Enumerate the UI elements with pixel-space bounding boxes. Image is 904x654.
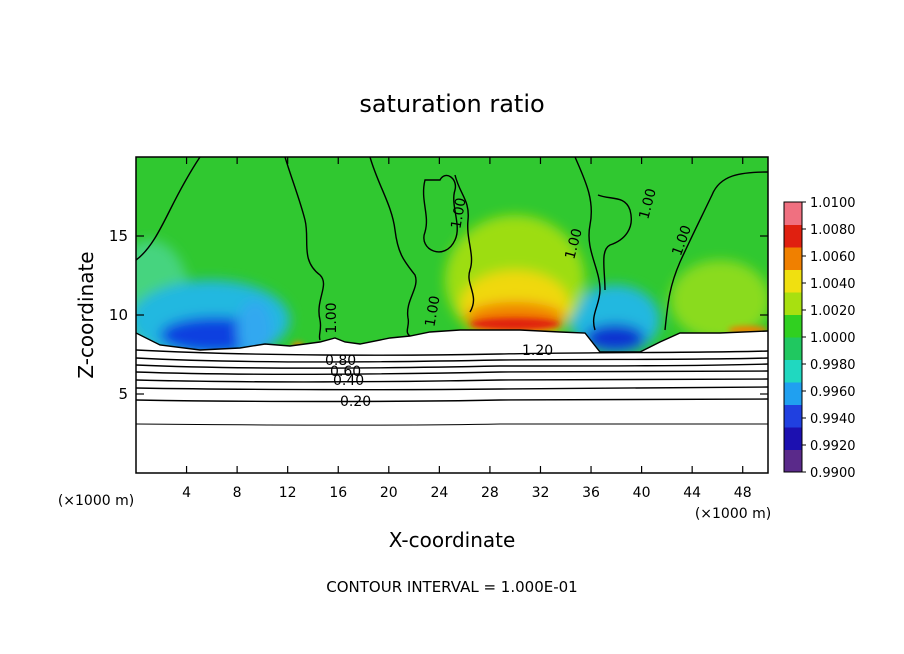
colorbar-swatch — [784, 292, 802, 315]
colorbar-tick-label: 1.0040 — [810, 277, 856, 292]
colorbar-swatch — [784, 247, 802, 270]
colorbar-tick-label: 0.9960 — [810, 385, 856, 400]
contour-label: 1.00 — [422, 295, 443, 328]
x-unit-label: (×1000 m) — [695, 506, 771, 522]
y-axis: 5 10 15 — [109, 227, 768, 403]
colorbar-tick-label: 1.0000 — [810, 331, 856, 346]
x-axis-label: X-coordinate — [389, 528, 516, 552]
colorbar-tick-label: 1.0020 — [810, 304, 856, 319]
x-tick-label: 40 — [633, 485, 651, 501]
x-tick-label: 44 — [683, 485, 701, 501]
contour-label: 1.00 — [324, 302, 340, 333]
contour-label: 0.60 — [330, 364, 361, 380]
y-tick-label: 10 — [109, 306, 128, 324]
x-tick-label: 20 — [380, 485, 398, 501]
contour-label: 1.20 — [522, 343, 553, 359]
contour-label: 0.80 — [325, 353, 356, 369]
x-tick-label: 12 — [279, 485, 297, 501]
colorbar-swatch — [784, 337, 802, 360]
y-tick-label: 15 — [109, 227, 128, 245]
x-tick-label: 48 — [734, 485, 752, 501]
x-tick-label: 8 — [233, 485, 242, 501]
x-tick-label: 36 — [582, 485, 600, 501]
y-tick-label: 5 — [118, 385, 128, 403]
x-tick-label: 28 — [481, 485, 499, 501]
colorbar-tick-label: 1.0100 — [810, 196, 856, 211]
colorbar-tick-label: 1.0060 — [810, 250, 856, 265]
colorbar: 0.9900 0.9920 0.9940 0.9960 0.9980 1.0000 1.00… — [783, 196, 856, 481]
z-unit-label: (×1000 m) — [58, 493, 134, 509]
x-tick-label: 24 — [430, 485, 448, 501]
contour-label-group: 1.00 1.00 1.00 1.00 1.00 1.00 1.20 0.80 … — [324, 187, 695, 410]
colorbar-swatch — [784, 404, 802, 428]
contour-lines — [136, 157, 768, 426]
colorbar-swatch — [784, 427, 802, 450]
colorbar-swatch — [784, 269, 802, 293]
colorbar-swatch — [784, 449, 802, 473]
x-tick-label: 16 — [329, 485, 347, 501]
colorbar-tick-label: 0.9980 — [810, 358, 856, 373]
colorbar-swatch — [784, 202, 802, 225]
x-tick-label: 32 — [532, 485, 550, 501]
colorbar-tick-label: 0.9900 — [810, 466, 856, 481]
x-axis: 4 8 12 16 20 24 28 32 36 40 44 48 — [182, 157, 752, 501]
colorbar-tick-label: 1.0080 — [810, 223, 856, 238]
colorbar-swatch — [784, 382, 802, 405]
contour-label: 0.20 — [340, 394, 371, 410]
colorbar-swatch — [784, 359, 802, 383]
contour-label: 0.40 — [333, 373, 364, 389]
x-tick-label: 4 — [182, 485, 191, 501]
contour-interval-note: CONTOUR INTERVAL = 1.000E-01 — [326, 578, 577, 596]
y-axis-label: Z-coordinate — [74, 251, 98, 378]
contour-label: 1.00 — [448, 197, 469, 230]
chart-title: saturation ratio — [359, 90, 544, 118]
contour-label: 1.00 — [562, 227, 586, 261]
colorbar-tick-label: 0.9940 — [810, 412, 856, 427]
contour-label: 1.00 — [636, 187, 660, 221]
colorbar-tick-label: 0.9920 — [810, 439, 856, 454]
colorbar-swatch — [784, 314, 802, 338]
colorbar-swatch — [784, 224, 802, 248]
